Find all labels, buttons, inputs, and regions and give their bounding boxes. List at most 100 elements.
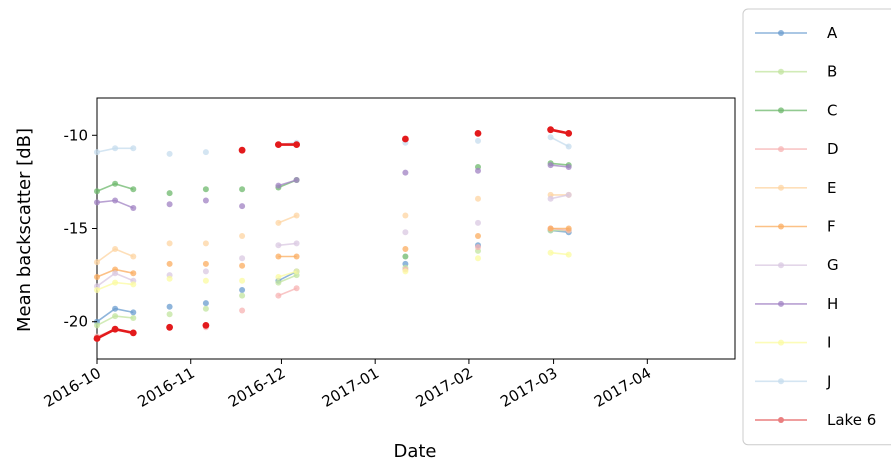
legend-label: A (827, 24, 838, 42)
data-point (94, 335, 101, 342)
data-point (203, 198, 209, 204)
data-point (475, 220, 481, 226)
x-tick-label: 2016-11 (134, 364, 197, 411)
data-point (239, 278, 245, 284)
data-point (275, 254, 281, 260)
data-point (130, 330, 137, 337)
data-point (275, 141, 282, 148)
legend-marker (778, 301, 784, 307)
legend-label: Lake 6 (827, 411, 876, 429)
data-point (94, 259, 100, 265)
data-point (167, 311, 173, 317)
data-point (275, 274, 281, 280)
data-point (203, 278, 209, 284)
data-point (203, 149, 209, 155)
data-point (94, 287, 100, 293)
legend-label: F (827, 218, 836, 236)
data-point (203, 240, 209, 246)
data-point (203, 186, 209, 192)
data-point (402, 136, 409, 143)
data-point (130, 186, 136, 192)
data-point (167, 261, 173, 267)
axes-layer (97, 98, 735, 359)
data-point (112, 306, 118, 312)
data-point (130, 254, 136, 260)
data-point (402, 213, 408, 219)
data-point (275, 220, 281, 226)
data-point (475, 130, 482, 137)
series-g (94, 192, 572, 289)
data-point (112, 246, 118, 252)
series-layer (94, 126, 572, 342)
data-point (294, 240, 300, 246)
legend-label: I (827, 334, 831, 352)
data-point (402, 268, 408, 274)
data-point (203, 268, 209, 274)
data-point (275, 293, 281, 299)
data-point (94, 188, 100, 194)
legend-marker (778, 69, 784, 75)
data-point (112, 313, 118, 319)
x-tick-label: 2016-10 (41, 364, 104, 411)
legend-label: E (827, 179, 836, 197)
legend-marker (778, 340, 784, 346)
data-point (130, 270, 136, 276)
legend-marker (778, 224, 784, 230)
data-point (94, 322, 100, 328)
series-b (94, 227, 572, 328)
data-point (475, 255, 481, 261)
ticks-layer: 2016-10 2016-11 2016-12 2017-01 2017-02 2017-… (41, 126, 655, 411)
legend-label: B (827, 63, 837, 81)
data-point (475, 244, 481, 250)
legend-label: H (827, 295, 838, 313)
data-point (566, 164, 572, 170)
data-point (548, 134, 554, 140)
y-axis-label: Mean backscatter [dB] (14, 128, 35, 332)
data-point (203, 306, 209, 312)
data-point (239, 147, 246, 154)
data-point (402, 246, 408, 252)
data-point (239, 203, 245, 209)
data-point (112, 270, 118, 276)
legend-label: D (827, 140, 839, 158)
data-point (94, 274, 100, 280)
data-point (275, 280, 281, 286)
data-point (112, 326, 119, 333)
x-tick-label: 2017-02 (413, 364, 476, 411)
data-point (203, 322, 210, 329)
data-point (94, 199, 100, 205)
data-point (566, 144, 572, 150)
series-e (94, 192, 572, 265)
y-tick-label: -15 (64, 220, 89, 238)
data-point (130, 309, 136, 315)
series-lake-6 (94, 126, 572, 342)
data-point (239, 287, 245, 293)
legend-marker (778, 262, 784, 268)
data-point (112, 280, 118, 286)
legend-label: J (826, 372, 831, 390)
legend-label: C (827, 101, 837, 119)
data-point (402, 254, 408, 260)
data-point (294, 213, 300, 219)
data-point (475, 138, 481, 144)
x-axis-label: Date (393, 441, 436, 462)
x-tick-label: 2016-12 (225, 364, 288, 411)
data-point (203, 300, 209, 306)
data-point (130, 315, 136, 321)
legend-marker (778, 146, 784, 152)
data-point (167, 240, 173, 246)
legend-marker (778, 107, 784, 113)
data-point (167, 304, 173, 310)
data-point (547, 126, 554, 133)
data-point (239, 308, 245, 314)
legend-marker (778, 417, 784, 423)
data-point (167, 276, 173, 282)
data-point (112, 145, 118, 151)
data-point (475, 233, 481, 239)
data-point (239, 186, 245, 192)
data-point (130, 281, 136, 287)
series-a (94, 227, 572, 324)
data-point (294, 177, 300, 183)
y-tick-label: -10 (64, 126, 89, 144)
